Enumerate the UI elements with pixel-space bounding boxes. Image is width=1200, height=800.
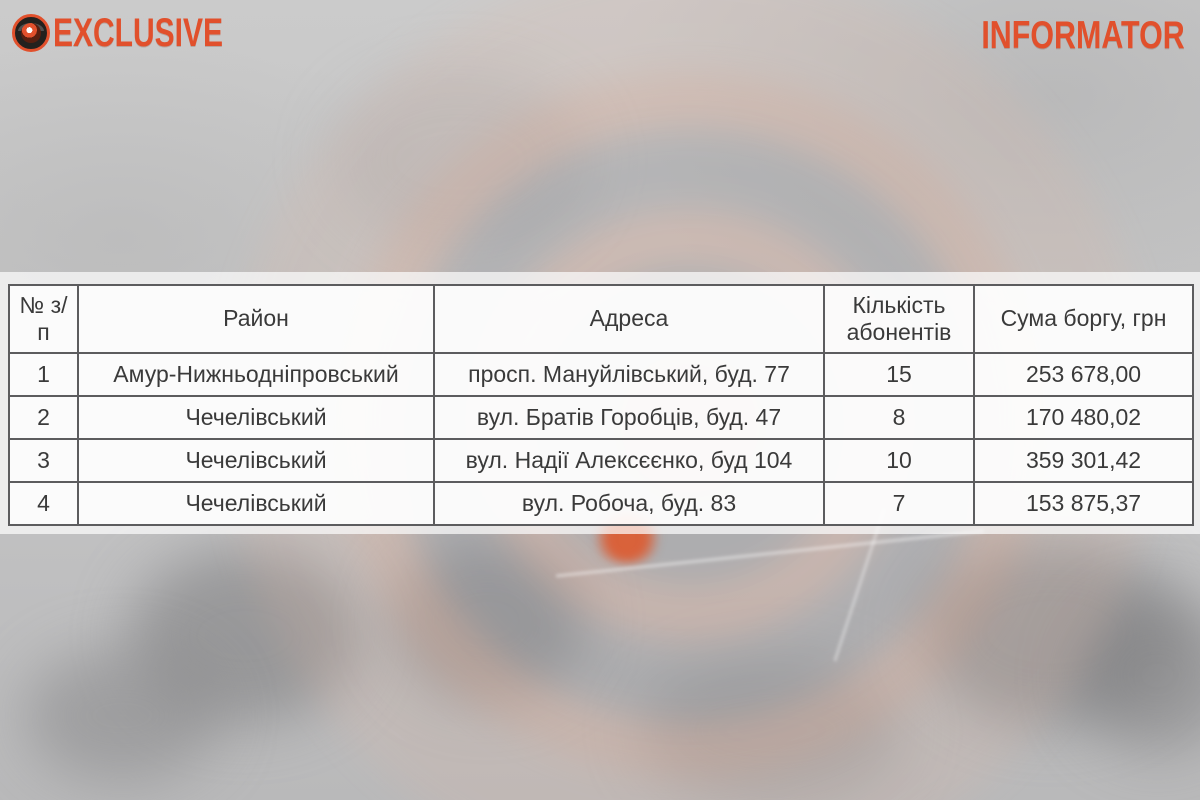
cell-district: Чечелівський [77, 481, 435, 526]
cell-subscribers: 7 [823, 481, 975, 526]
cell-number: 1 [8, 352, 79, 397]
background-blur-blob [330, 70, 590, 250]
col-header-debt-sum: Сума боргу, грн [973, 284, 1194, 354]
eye-iris-shape [21, 23, 41, 43]
cell-address: просп. Мануйлівський, буд. 77 [433, 352, 825, 397]
table-header-row: № з/п Район Адреса Кількість абонентів С… [8, 284, 1194, 354]
exclusive-label: EXCLUSIVE [53, 11, 224, 55]
cell-number: 4 [8, 481, 79, 526]
cell-number: 2 [8, 395, 79, 440]
cell-debt-sum: 359 301,42 [973, 438, 1194, 483]
col-header-district: Район [77, 284, 435, 354]
informator-label: INFORMATOR [981, 14, 1185, 57]
cell-debt-sum: 153 875,37 [973, 481, 1194, 526]
cell-address: вул. Братів Горобців, буд. 47 [433, 395, 825, 440]
debt-table: № з/п Район Адреса Кількість абонентів С… [8, 284, 1194, 526]
cell-debt-sum: 170 480,02 [973, 395, 1194, 440]
exclusive-badge: EXCLUSIVE [12, 13, 280, 53]
cell-address: вул. Робоча, буд. 83 [433, 481, 825, 526]
cell-district: Чечелівський [77, 395, 435, 440]
informator-logotype: INFORMATOR [924, 16, 1185, 55]
table-row: 3 Чечелівський вул. Надії Алексєєнко, бу… [8, 438, 1194, 483]
col-header-number: № з/п [8, 284, 79, 354]
cell-subscribers: 10 [823, 438, 975, 483]
col-header-subscribers: Кількість абонентів [823, 284, 975, 354]
background-blur-blob [640, 658, 905, 800]
cell-district: Чечелівський [77, 438, 435, 483]
cell-subscribers: 8 [823, 395, 975, 440]
background-blur-blob [25, 648, 220, 783]
background-blur-blob [390, 538, 585, 703]
table-row: 1 Амур-Нижньодніпровський просп. Мануйлі… [8, 352, 1194, 397]
cell-district: Амур-Нижньодніпровський [77, 352, 435, 397]
eye-icon [12, 14, 50, 52]
table-row: 2 Чечелівський вул. Братів Горобців, буд… [8, 395, 1194, 440]
cell-number: 3 [8, 438, 79, 483]
background-blur-blob [1075, 598, 1200, 753]
col-header-address: Адреса [433, 284, 825, 354]
table-row: 4 Чечелівський вул. Робоча, буд. 83 7 15… [8, 481, 1194, 526]
cell-address: вул. Надії Алексєєнко, буд 104 [433, 438, 825, 483]
cell-subscribers: 15 [823, 352, 975, 397]
cell-debt-sum: 253 678,00 [973, 352, 1194, 397]
